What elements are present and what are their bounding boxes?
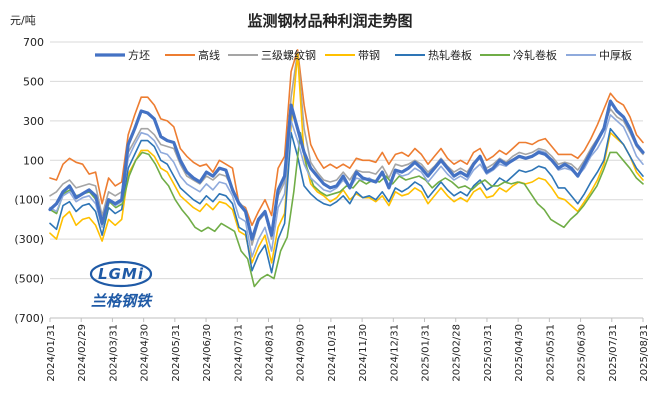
x-tick-label: 2024/04/30 [140,324,151,382]
legend-label: 三级螺纹钢 [261,48,316,62]
x-tick-label: 2025/07/31 [608,324,619,382]
x-axis-ticks: 2024/01/31 2024/02/29 2024/03/31 2024/04/30… [46,318,650,382]
logo-name-text: 兰格钢铁 [91,292,153,310]
x-tick-label: 2024/12/31 [389,324,400,382]
series-lines [48,49,645,288]
series-line-1 [48,99,645,241]
x-tick-label: 2025/01/31 [421,324,432,382]
legend-label: 冷轧卷板 [513,48,557,62]
x-tick-label: 2025/05/31 [545,324,556,382]
x-tick-label: 2024/06/30 [202,324,213,382]
x-tick-label: 2024/03/31 [108,324,119,382]
y-axis-unit-label: 元/吨 [10,14,36,27]
y-tick-label: (300) [14,233,44,246]
x-tick-label: 2025/06/30 [577,324,588,382]
x-tick-label: 2025/02/28 [452,324,463,382]
y-tick-label: (100) [14,194,44,207]
x-tick-label: 2024/05/31 [171,324,182,382]
x-tick-label: 2024/11/30 [358,324,369,382]
legend-label: 中厚板 [599,48,632,62]
y-tick-label: 300 [23,115,44,128]
logo-badge-text: LGMi [98,265,144,283]
x-tick-label: 2024/02/29 [77,324,88,382]
x-tick-label: 2024/01/31 [46,324,57,382]
chart-title: 监测钢材品种利润走势图 [247,12,412,30]
x-tick-label: 2025/04/30 [514,324,525,382]
series-line-2 [49,49,644,227]
y-tick-label: 500 [23,75,44,88]
x-tick-label: 2025/08/31 [639,324,650,382]
series-line-5 [49,127,644,274]
x-tick-label: 2024/10/31 [327,324,338,382]
series-line-6 [49,131,644,288]
y-tick-label: 100 [23,154,44,167]
legend-label: 方坯 [128,48,150,62]
legend-label: 带钢 [358,49,380,62]
series-line-4 [49,52,644,264]
x-tick-label: 2024/09/30 [296,324,307,382]
x-tick-label: 2024/08/31 [264,324,275,382]
legend-label: 高线 [198,48,220,62]
legend: 方坯 高线 三级螺纹钢 带钢 热轧卷板 冷轧卷板 中厚板 [95,48,632,62]
x-tick-label: 2024/07/31 [233,324,244,382]
y-axis-ticks: 700 500 300 100 (100) (300) (500) (700) [14,36,44,325]
series-line-3 [49,51,644,246]
y-tick-label: 700 [23,36,44,49]
x-tick-label: 2025/03/31 [483,324,494,382]
brand-logo: LGMi 兰格钢铁 [89,260,153,310]
legend-label: 热轧卷板 [428,48,472,62]
y-tick-label: (500) [14,273,44,286]
y-tick-label: (700) [14,312,44,325]
logo-ring-icon [89,260,153,288]
